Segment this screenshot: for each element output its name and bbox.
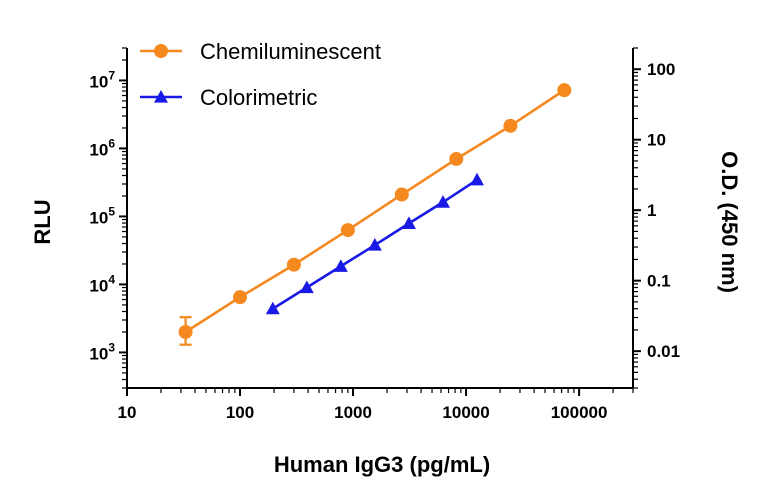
x-tick-label: 10 [118, 403, 137, 422]
series-chemiluminescent [178, 83, 572, 346]
y2-axis-title: O.D. (450 nm) [717, 151, 742, 293]
data-point [557, 83, 572, 98]
legend-marker [154, 44, 168, 58]
data-point [367, 238, 382, 251]
data-point [299, 280, 314, 294]
data-point [449, 151, 464, 166]
legend-label: Chemiluminescent [200, 39, 381, 64]
data-point [401, 216, 416, 229]
x-axis-title: Human IgG3 (pg/mL) [274, 452, 490, 477]
x-tick-label: 1000 [334, 403, 372, 422]
y-tick-label: 107 [89, 68, 115, 91]
plot-frame [126, 48, 634, 389]
y2-tick-label: 100 [647, 60, 675, 79]
y2-tick-label: 10 [647, 131, 666, 150]
x-tick-label: 100000 [551, 403, 608, 422]
y-tick-label: 103 [89, 340, 115, 363]
y2-tick-label: 1 [647, 201, 656, 220]
data-point [333, 259, 348, 272]
data-point [503, 118, 518, 133]
legend: Chemiluminescent Colorimetric [140, 39, 381, 110]
series-line [184, 89, 566, 334]
data-point [265, 301, 280, 315]
y-axis-right: 0.01 0.1 1 10 100 [633, 47, 680, 389]
y-axis-title: RLU [30, 199, 55, 244]
data-point [394, 187, 409, 202]
data-point [233, 290, 248, 305]
series-layer [178, 83, 572, 346]
x-tick-label: 100 [226, 403, 254, 422]
y2-tick-label: 0.1 [647, 272, 671, 291]
x-tick-label: 10000 [442, 403, 489, 422]
x-axis: 10 100 1000 10000 100000 [118, 388, 634, 422]
series-colorimetric [265, 172, 485, 315]
data-point [435, 195, 450, 208]
legend-item: Chemiluminescent [140, 39, 381, 64]
y-tick-label: 105 [89, 204, 115, 227]
data-point [286, 257, 301, 272]
legend-label: Colorimetric [200, 85, 317, 110]
y-tick-label: 106 [89, 136, 115, 159]
y-tick-label: 104 [89, 272, 115, 295]
legend-item: Colorimetric [140, 85, 317, 110]
y-axis-left: 103 104 105 106 107 [89, 47, 127, 389]
data-point [178, 324, 193, 339]
y2-tick-label: 0.01 [647, 342, 680, 361]
legend-marker [154, 90, 168, 103]
data-point [470, 172, 485, 186]
data-point [340, 223, 355, 238]
